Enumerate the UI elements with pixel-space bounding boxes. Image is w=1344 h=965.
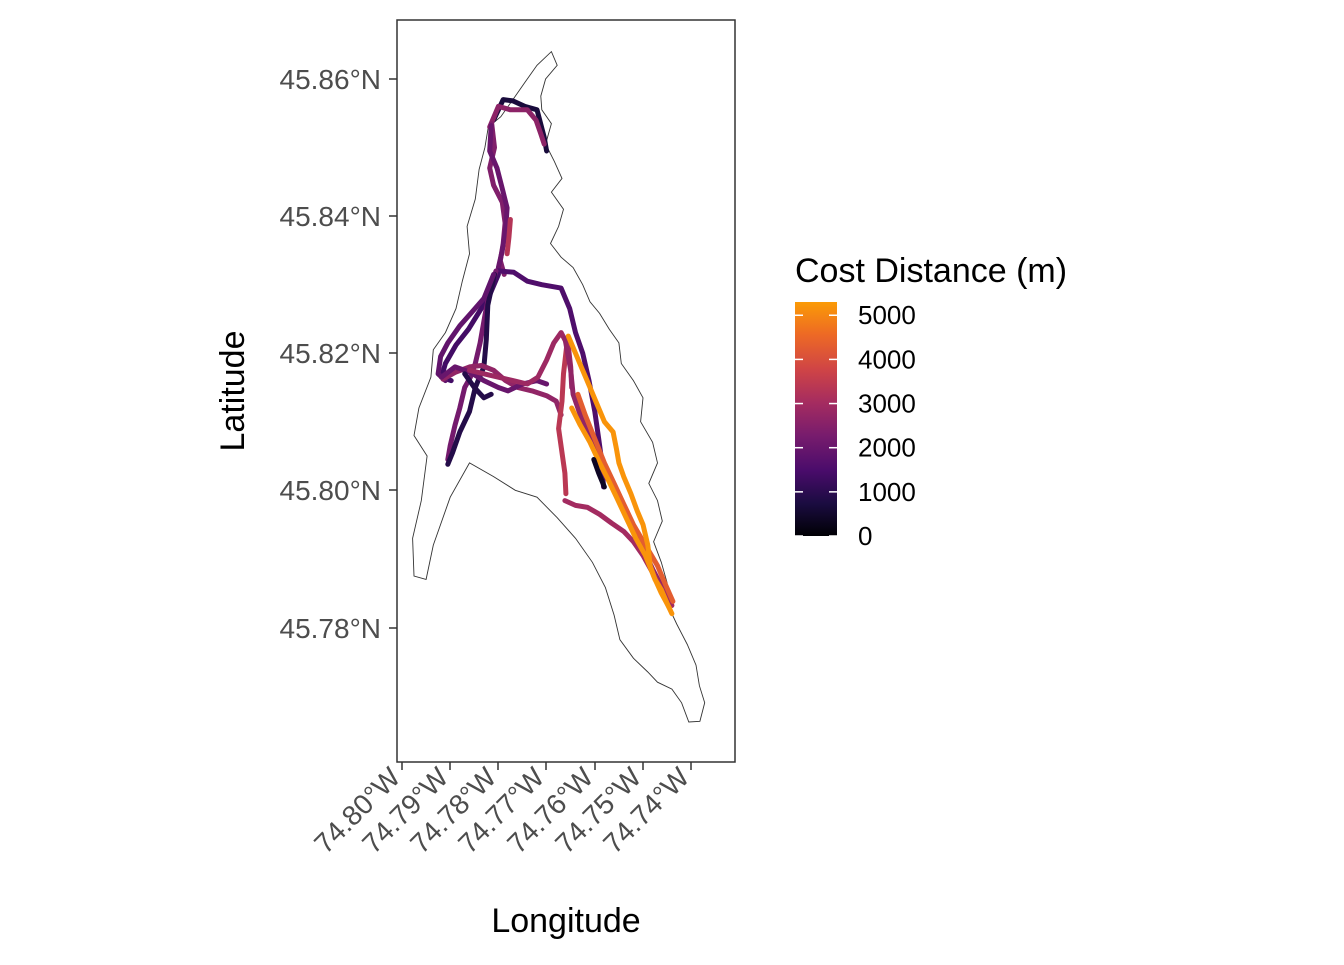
y-tick: 45.80°N: [280, 475, 397, 506]
legend-label: 4000: [858, 344, 916, 374]
y-tick-label: 45.82°N: [280, 338, 382, 369]
track-17: [575, 391, 676, 604]
y-tick-label: 45.80°N: [280, 475, 382, 506]
track-19: [569, 405, 672, 611]
legend-ticks: 0 1000 2000 3000 4000 5000: [795, 300, 916, 551]
x-axis-title: Longitude: [491, 902, 640, 940]
track-5: [495, 268, 606, 490]
legend-label: 5000: [858, 300, 916, 330]
track-12: [462, 371, 494, 401]
colorbar-legend: Cost Distance (m) 0 1000 2000 3000 4000 5000: [795, 252, 1067, 551]
track-1: [487, 103, 547, 147]
track-14: [556, 342, 570, 497]
legend-label: 2000: [858, 433, 916, 463]
y-tick: 45.86°N: [280, 64, 397, 95]
colorbar: [795, 302, 837, 536]
y-tick-label: 45.84°N: [280, 201, 382, 232]
legend-label: 1000: [858, 477, 916, 507]
y-axis: 45.86°N 45.84°N 45.82°N 45.80°N 45.78°N: [280, 64, 397, 644]
track-9: [435, 271, 497, 384]
track-3: [487, 123, 510, 270]
track-20: [591, 457, 607, 490]
y-tick: 45.82°N: [280, 338, 397, 369]
panel-border: [396, 19, 736, 763]
legend-label: 0: [858, 521, 872, 551]
island-outline: [412, 50, 706, 723]
y-tick-label: 45.78°N: [280, 613, 382, 644]
track-4: [504, 217, 513, 257]
legend-title: Cost Distance (m): [795, 252, 1067, 290]
y-axis-title: Latitude: [214, 331, 252, 452]
y-tick-label: 45.86°N: [280, 64, 382, 95]
map-layer: [412, 50, 706, 723]
tracks-layer: [435, 97, 676, 617]
y-tick: 45.78°N: [280, 613, 397, 644]
y-tick: 45.84°N: [280, 201, 397, 232]
legend-label: 3000: [858, 389, 916, 419]
